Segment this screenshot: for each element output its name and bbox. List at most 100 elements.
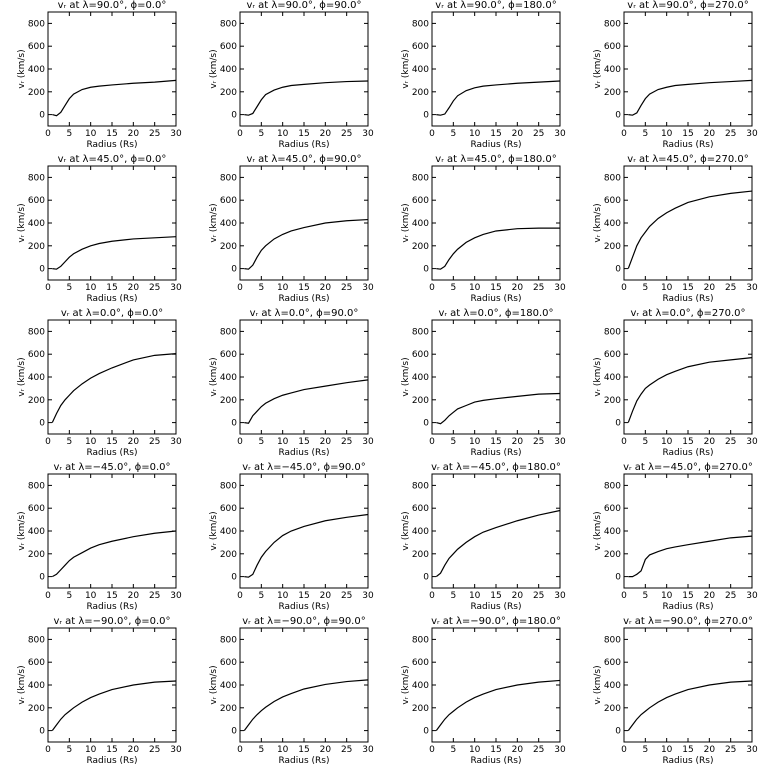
x-tick-label: 10 (85, 283, 97, 293)
chart-title: vᵣ at λ=−90.0°, ϕ=90.0° (242, 616, 365, 627)
plot-frame (239, 319, 369, 435)
y-tick-label: 0 (39, 727, 45, 737)
x-tick-label: 5 (642, 129, 648, 139)
y-tick-label: 200 (604, 88, 621, 98)
plot-frame (431, 319, 561, 435)
y-tick-label: 600 (220, 350, 237, 360)
x-tick-label: 0 (621, 591, 627, 601)
y-axis-label: vᵣ (km/s) (401, 49, 411, 88)
x-tick-label: 5 (66, 437, 72, 447)
x-tick-label: 20 (512, 437, 524, 447)
y-tick-label: 200 (604, 242, 621, 252)
x-tick-label: 5 (258, 283, 264, 293)
y-axis-label: vᵣ (km/s) (401, 203, 411, 242)
x-tick-label: 0 (429, 283, 435, 293)
x-tick-label: 15 (298, 591, 309, 601)
x-tick-label: 10 (469, 591, 481, 601)
y-tick-label: 600 (412, 504, 429, 514)
chart-title: vᵣ at λ=45.0°, ϕ=270.0° (627, 154, 748, 165)
chart-title: vᵣ at λ=0.0°, ϕ=90.0° (250, 308, 359, 319)
y-tick-label: 200 (28, 242, 45, 252)
x-tick-label: 15 (682, 437, 693, 447)
y-tick-label: 200 (604, 396, 621, 406)
y-tick-label: 0 (423, 573, 429, 583)
y-tick-label: 200 (604, 704, 621, 714)
x-tick-label: 0 (429, 437, 435, 447)
x-tick-label: 30 (362, 129, 374, 139)
chart-title: vᵣ at λ=90.0°, ϕ=0.0° (58, 0, 167, 11)
data-line (51, 530, 177, 578)
x-tick-label: 5 (642, 283, 648, 293)
plot-frame (623, 165, 753, 281)
x-tick-label: 15 (106, 437, 117, 447)
x-tick-label: 15 (490, 129, 501, 139)
x-tick-label: 25 (533, 745, 544, 755)
x-tick-label: 20 (128, 129, 140, 139)
y-tick-label: 0 (615, 265, 621, 275)
x-tick-label: 20 (512, 283, 524, 293)
x-tick-label: 30 (362, 745, 374, 755)
plot-frame (623, 11, 753, 127)
x-tick-label: 0 (45, 437, 51, 447)
x-tick-label: 25 (341, 283, 352, 293)
x-tick-label: 10 (661, 591, 673, 601)
y-axis-label: vᵣ (km/s) (209, 203, 219, 242)
y-tick-label: 400 (28, 65, 45, 75)
y-tick-label: 200 (412, 704, 429, 714)
y-tick-label: 0 (615, 573, 621, 583)
x-tick-label: 5 (450, 129, 456, 139)
y-tick-label: 400 (412, 681, 429, 691)
x-tick-label: 25 (725, 745, 736, 755)
y-tick-label: 400 (604, 681, 621, 691)
x-axis-label: Radius (Rs) (470, 448, 521, 458)
data-line (243, 679, 369, 731)
chart-title: vᵣ at λ=45.0°, ϕ=180.0° (435, 154, 556, 165)
x-tick-label: 30 (554, 129, 566, 139)
y-tick-label: 200 (220, 550, 237, 560)
x-tick-label: 5 (258, 591, 264, 601)
x-tick-label: 10 (277, 129, 289, 139)
x-tick-label: 25 (341, 591, 352, 601)
y-tick-label: 400 (412, 373, 429, 383)
data-line (628, 535, 753, 578)
x-tick-label: 10 (469, 129, 481, 139)
x-tick-label: 20 (128, 745, 140, 755)
y-axis-label: vᵣ (km/s) (17, 357, 27, 396)
x-tick-label: 0 (45, 129, 51, 139)
x-axis-label: Radius (Rs) (278, 140, 329, 150)
x-tick-label: 0 (621, 437, 627, 447)
chart-title: vᵣ at λ=90.0°, ϕ=90.0° (246, 0, 361, 11)
y-tick-label: 200 (28, 396, 45, 406)
x-tick-label: 20 (320, 437, 332, 447)
x-tick-label: 10 (277, 437, 289, 447)
x-tick-label: 15 (682, 283, 693, 293)
x-tick-label: 15 (106, 745, 117, 755)
x-tick-label: 10 (661, 745, 673, 755)
x-axis-label: Radius (Rs) (662, 602, 713, 612)
x-tick-label: 10 (469, 283, 481, 293)
x-tick-label: 5 (642, 745, 648, 755)
chart-title: vᵣ at λ=90.0°, ϕ=180.0° (435, 0, 556, 11)
y-tick-label: 800 (220, 481, 237, 491)
y-axis-label: vᵣ (km/s) (593, 203, 603, 242)
x-tick-label: 20 (704, 129, 716, 139)
y-tick-label: 0 (39, 265, 45, 275)
data-line (51, 353, 177, 423)
y-tick-label: 400 (412, 527, 429, 537)
x-axis-label: Radius (Rs) (86, 756, 137, 766)
y-tick-label: 0 (423, 111, 429, 121)
y-tick-label: 0 (39, 573, 45, 583)
y-tick-label: 0 (615, 111, 621, 121)
x-tick-label: 15 (682, 591, 693, 601)
y-tick-label: 200 (412, 242, 429, 252)
x-tick-label: 25 (149, 437, 160, 447)
y-axis-label: vᵣ (km/s) (401, 511, 411, 550)
x-tick-label: 25 (341, 129, 352, 139)
y-tick-label: 200 (220, 704, 237, 714)
y-tick-label: 600 (604, 504, 621, 514)
x-tick-label: 25 (341, 437, 352, 447)
x-tick-label: 0 (237, 745, 243, 755)
x-tick-label: 25 (533, 129, 544, 139)
x-axis-label: Radius (Rs) (278, 294, 329, 304)
chart-title: vᵣ at λ=0.0°, ϕ=180.0° (438, 308, 553, 319)
